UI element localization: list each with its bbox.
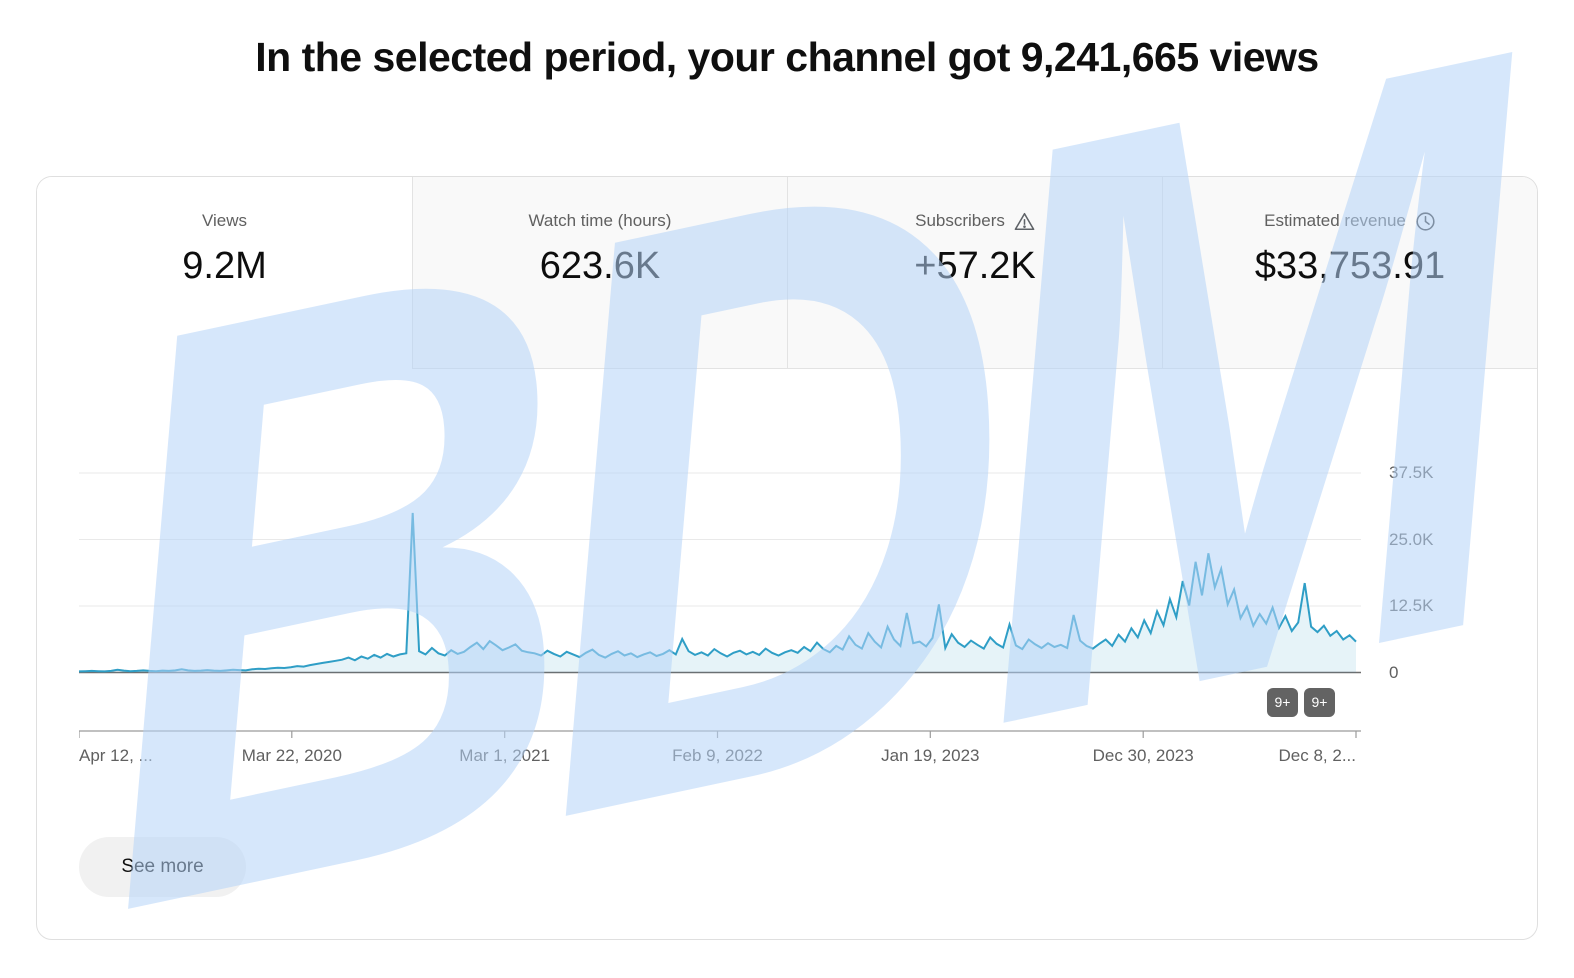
tab-estimated-revenue-value: $33,753.91: [1254, 245, 1446, 287]
clock-icon: [1415, 211, 1436, 232]
page-title: In the selected period, your channel got…: [255, 34, 1319, 80]
tab-label-text: Views: [201, 211, 248, 230]
tab-watch-time-value: 623.6K: [539, 245, 661, 287]
tab-subscribers-value: +57.2K: [914, 245, 1036, 287]
x-axis-label: Mar 22, 2020: [241, 746, 342, 765]
y-axis-label: 0: [1389, 662, 1399, 682]
tab-label-text: Subscribers: [915, 211, 1005, 230]
tab-watch-time-label: Watch time (hours): [529, 210, 672, 232]
y-axis-label: 12.5K: [1389, 596, 1434, 615]
metric-tabs: Views 9.2M Watch time (hours) 623.6K Sub…: [37, 177, 1537, 369]
x-axis-label: Dec 8, 2...: [1278, 746, 1356, 765]
x-axis-label: Mar 1, 2021: [459, 746, 551, 765]
x-axis-label: Feb 9, 2022: [672, 746, 763, 765]
y-axis-label: 37.5K: [1389, 463, 1434, 482]
tab-views[interactable]: Views 9.2M: [37, 177, 412, 369]
tab-subscribers[interactable]: Subscribers +57.2K: [787, 177, 1162, 369]
tab-views-label: Views: [202, 210, 247, 232]
tab-estimated-revenue-label: Estimated revenue: [1264, 210, 1436, 232]
tab-label-text: Watch time (hours): [528, 211, 672, 230]
tab-estimated-revenue[interactable]: Estimated revenue $33,753.91: [1162, 177, 1537, 369]
tab-label-text: Estimated revenue: [1264, 211, 1406, 230]
tab-views-value: 9.2M: [182, 245, 267, 287]
analytics-card: Views 9.2M Watch time (hours) 623.6K Sub…: [36, 176, 1538, 940]
x-axis-label: Dec 30, 2023: [1092, 746, 1194, 765]
warning-icon: [1014, 212, 1035, 231]
y-axis-label: 25.0K: [1389, 529, 1434, 549]
video-count-badge[interactable]: 9+: [1267, 688, 1298, 717]
tab-watch-time[interactable]: Watch time (hours) 623.6K: [412, 177, 787, 369]
video-count-badge[interactable]: 9+: [1304, 688, 1335, 717]
views-chart[interactable]: [79, 441, 1361, 741]
tab-subscribers-label: Subscribers: [915, 210, 1035, 232]
x-axis-label: Jan 19, 2023: [881, 746, 980, 765]
x-axis-label: Apr 12, ...: [79, 746, 153, 765]
see-more-button[interactable]: See more: [79, 837, 246, 897]
published-video-badges: 9+ 9+: [1267, 688, 1335, 717]
